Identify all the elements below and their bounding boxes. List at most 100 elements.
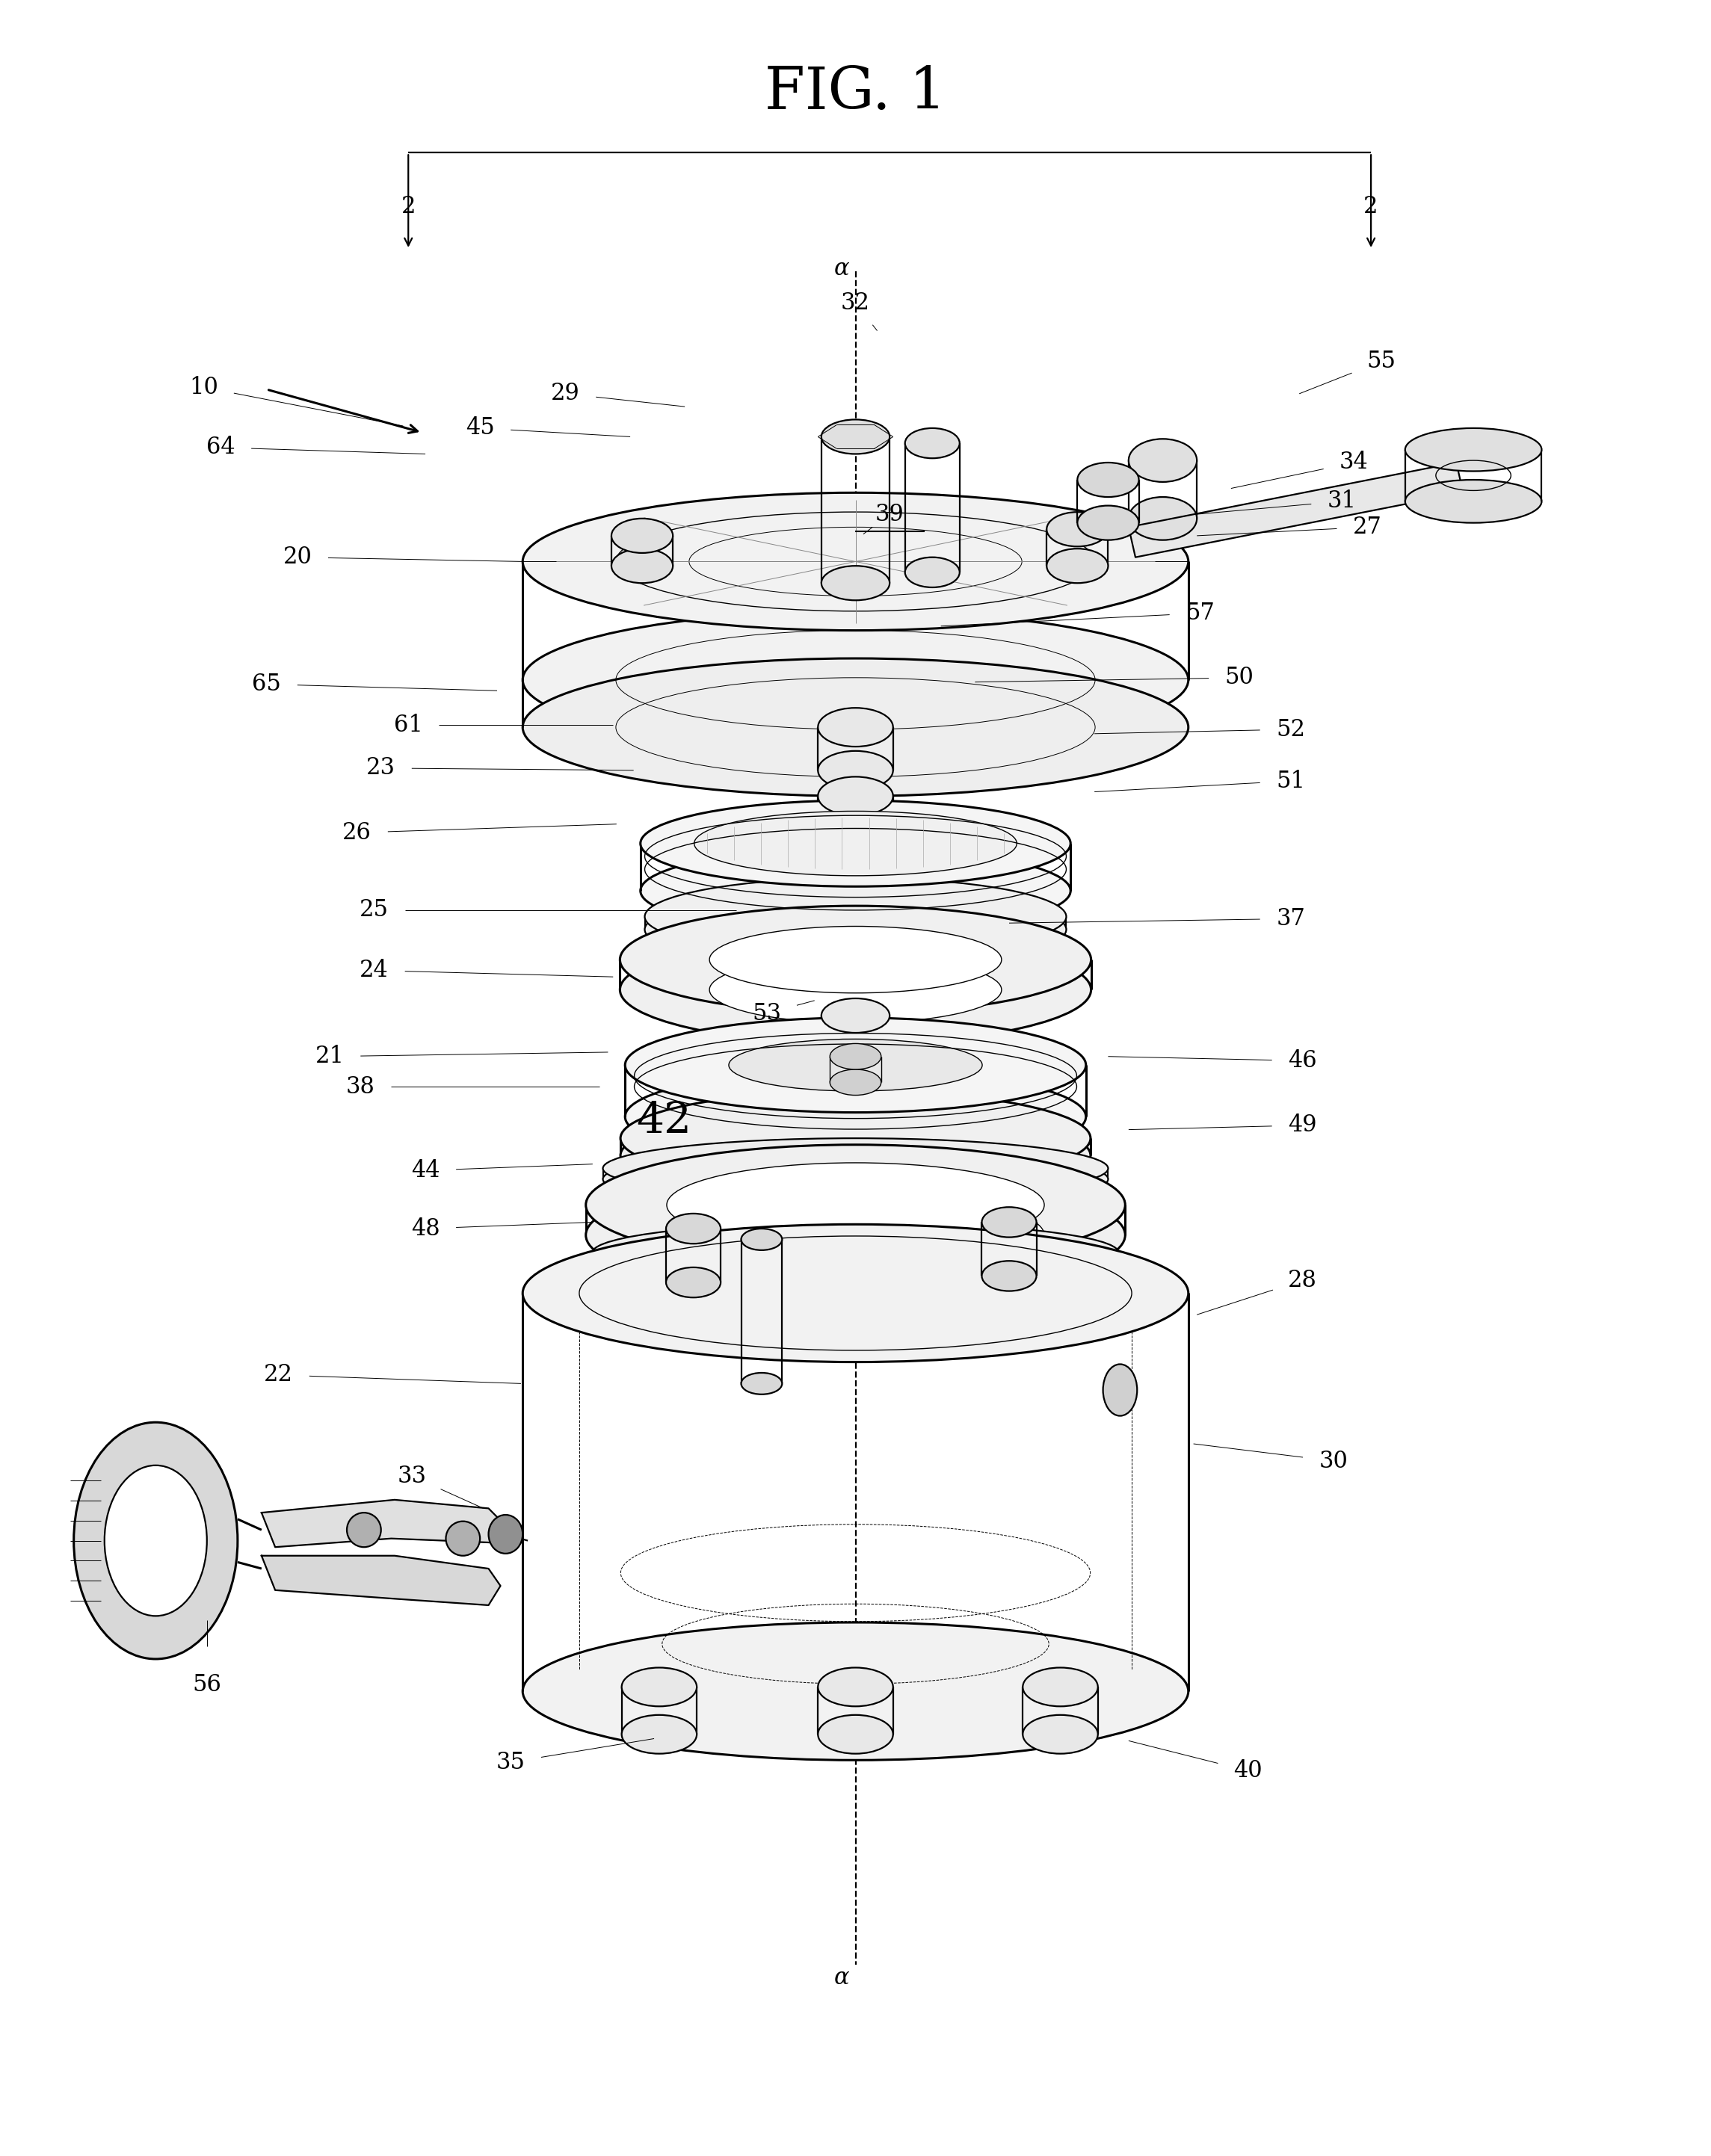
- Text: 46: 46: [1288, 1050, 1317, 1072]
- Polygon shape: [262, 1501, 505, 1548]
- Text: 33: 33: [397, 1464, 426, 1488]
- Ellipse shape: [621, 1667, 696, 1705]
- Ellipse shape: [818, 802, 893, 841]
- Text: 34: 34: [1340, 451, 1369, 474]
- Text: 21: 21: [315, 1046, 344, 1067]
- Ellipse shape: [905, 556, 960, 586]
- Ellipse shape: [489, 1516, 522, 1554]
- Text: 24: 24: [359, 959, 388, 981]
- Ellipse shape: [522, 610, 1189, 748]
- Ellipse shape: [522, 1225, 1189, 1363]
- Text: 42: 42: [636, 1100, 691, 1143]
- Text: 27: 27: [1353, 515, 1382, 539]
- Ellipse shape: [666, 1268, 720, 1298]
- Text: 10: 10: [188, 375, 217, 399]
- Ellipse shape: [821, 998, 890, 1033]
- Text: 26: 26: [342, 821, 371, 845]
- Text: 49: 49: [1288, 1115, 1317, 1136]
- Polygon shape: [262, 1557, 501, 1606]
- Ellipse shape: [74, 1423, 238, 1658]
- Ellipse shape: [1405, 481, 1542, 522]
- Ellipse shape: [645, 890, 1066, 968]
- Text: 65: 65: [252, 673, 281, 696]
- Ellipse shape: [621, 1714, 696, 1753]
- Ellipse shape: [818, 1667, 893, 1705]
- Text: 55: 55: [1367, 349, 1396, 373]
- Ellipse shape: [602, 1138, 1109, 1199]
- Ellipse shape: [522, 1623, 1189, 1759]
- Ellipse shape: [621, 1108, 1090, 1203]
- Ellipse shape: [818, 750, 893, 789]
- Text: 31: 31: [1328, 489, 1357, 513]
- Text: 40: 40: [1234, 1759, 1263, 1783]
- Text: 2: 2: [1364, 194, 1379, 218]
- Ellipse shape: [982, 1207, 1037, 1238]
- Ellipse shape: [667, 1162, 1044, 1246]
- Ellipse shape: [741, 1229, 782, 1250]
- Text: 25: 25: [359, 899, 388, 923]
- Ellipse shape: [1405, 429, 1542, 472]
- Ellipse shape: [1129, 440, 1198, 483]
- Text: 32: 32: [840, 291, 871, 315]
- Ellipse shape: [1047, 548, 1109, 582]
- Ellipse shape: [625, 1018, 1086, 1112]
- Text: 20: 20: [282, 545, 311, 569]
- Ellipse shape: [611, 548, 672, 582]
- Ellipse shape: [830, 1044, 881, 1069]
- Ellipse shape: [619, 906, 1092, 1013]
- Ellipse shape: [522, 658, 1189, 796]
- Text: 22: 22: [263, 1363, 293, 1386]
- Text: 48: 48: [411, 1216, 440, 1240]
- Text: 23: 23: [366, 757, 395, 780]
- Ellipse shape: [1023, 1667, 1098, 1705]
- Ellipse shape: [522, 494, 1189, 630]
- Text: 64: 64: [205, 436, 234, 459]
- Ellipse shape: [741, 1373, 782, 1395]
- Ellipse shape: [640, 800, 1071, 886]
- Ellipse shape: [619, 936, 1092, 1044]
- Ellipse shape: [602, 1149, 1109, 1210]
- Text: 52: 52: [1276, 718, 1305, 742]
- Text: 51: 51: [1276, 770, 1305, 793]
- Ellipse shape: [830, 1069, 881, 1095]
- Text: 28: 28: [1288, 1268, 1317, 1291]
- Ellipse shape: [1129, 498, 1198, 539]
- Text: α: α: [835, 1966, 850, 1990]
- Polygon shape: [1129, 464, 1463, 556]
- Ellipse shape: [347, 1514, 382, 1548]
- Ellipse shape: [818, 1714, 893, 1753]
- Ellipse shape: [592, 1222, 1119, 1283]
- Ellipse shape: [1104, 1365, 1138, 1416]
- Ellipse shape: [1047, 513, 1109, 545]
- Ellipse shape: [982, 1261, 1037, 1291]
- Ellipse shape: [625, 1069, 1086, 1164]
- Text: 37: 37: [1276, 908, 1305, 931]
- Text: 44: 44: [411, 1160, 440, 1181]
- Ellipse shape: [585, 1175, 1126, 1296]
- Ellipse shape: [729, 1039, 982, 1091]
- Text: 35: 35: [496, 1751, 525, 1774]
- Ellipse shape: [695, 811, 1016, 875]
- Text: 56: 56: [192, 1673, 221, 1697]
- Text: 2: 2: [400, 194, 416, 218]
- Ellipse shape: [1078, 507, 1140, 539]
- Ellipse shape: [585, 1145, 1126, 1266]
- Ellipse shape: [592, 1233, 1119, 1294]
- Text: 38: 38: [346, 1076, 375, 1097]
- Text: α: α: [835, 257, 850, 280]
- Ellipse shape: [1023, 1714, 1098, 1753]
- Text: FIG. 1: FIG. 1: [765, 65, 946, 121]
- Text: 57: 57: [1186, 602, 1215, 625]
- Ellipse shape: [821, 1031, 890, 1065]
- Ellipse shape: [821, 420, 890, 455]
- Ellipse shape: [821, 565, 890, 599]
- Ellipse shape: [621, 1091, 1090, 1186]
- Text: 39: 39: [874, 502, 903, 526]
- Ellipse shape: [710, 957, 1001, 1024]
- Ellipse shape: [818, 776, 893, 815]
- Ellipse shape: [104, 1466, 207, 1617]
- Ellipse shape: [710, 927, 1001, 994]
- Ellipse shape: [640, 847, 1071, 934]
- Ellipse shape: [611, 520, 672, 552]
- Ellipse shape: [447, 1522, 481, 1557]
